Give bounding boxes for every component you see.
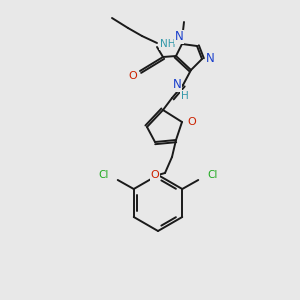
Text: N: N: [175, 31, 183, 44]
Text: N: N: [172, 79, 182, 92]
Text: NH: NH: [160, 39, 176, 49]
Text: Cl: Cl: [99, 170, 109, 180]
Text: Cl: Cl: [207, 170, 217, 180]
Text: O: O: [151, 170, 159, 180]
Text: N: N: [206, 52, 214, 64]
Text: O: O: [129, 71, 137, 81]
Text: O: O: [188, 117, 196, 127]
Text: H: H: [181, 91, 189, 101]
